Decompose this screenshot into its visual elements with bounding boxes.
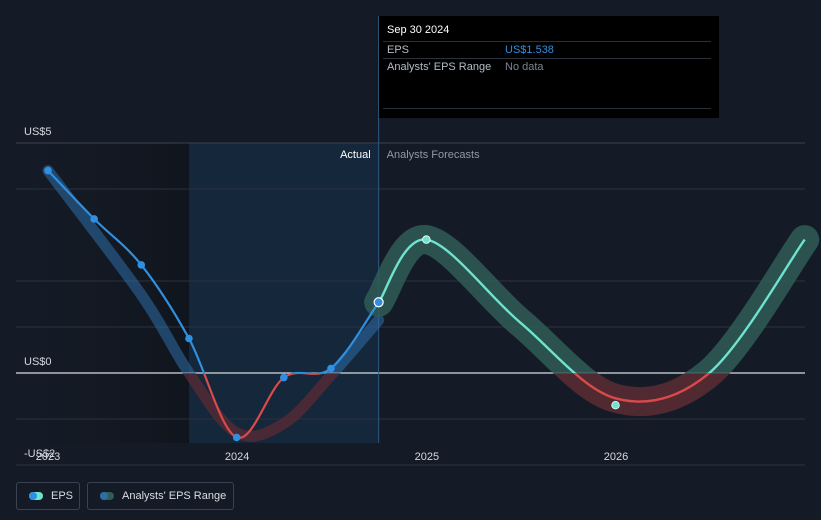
legend-item-range[interactable]: Analysts' EPS Range — [87, 482, 234, 510]
tooltip-row-range: Analysts' EPS Range No data — [383, 58, 711, 76]
eps-swatch-icon — [29, 492, 43, 500]
legend-label-eps: EPS — [51, 490, 74, 502]
x-tick-label: 2025 — [415, 451, 439, 463]
eps-forecast-point — [611, 401, 620, 410]
tooltip-value-eps: US$1.538 — [505, 44, 554, 56]
actual-period-highlight — [188, 143, 379, 443]
tooltip-date: Sep 30 2024 — [387, 24, 450, 36]
eps-actual-line-negative — [202, 373, 326, 439]
eps-forecast-point — [422, 235, 431, 244]
eps-actual-point — [232, 433, 241, 442]
x-tick-label: 2023 — [36, 451, 60, 463]
range-band-actual — [42, 165, 385, 373]
tooltip-label-eps: EPS — [387, 44, 410, 56]
eps-actual-point — [280, 373, 288, 382]
y-tick-label: -US$2 — [24, 448, 55, 460]
eps-actual-point — [185, 334, 193, 343]
eps-actual-point — [327, 364, 335, 373]
tooltip-divider — [383, 108, 711, 109]
eps-highlight-point — [373, 297, 384, 308]
eps-actual-point — [44, 166, 52, 175]
range-swatch-icon — [100, 492, 114, 500]
tooltip-value-range: No data — [505, 61, 544, 73]
eps-actual-point — [137, 261, 146, 269]
legend-label-range: Analysts' EPS Range — [122, 490, 227, 502]
past-shading — [16, 143, 189, 443]
legend-item-eps[interactable]: EPS — [16, 482, 80, 510]
tooltip-row-eps: EPS US$1.538 — [383, 41, 711, 59]
eps-forecast-line-negative — [572, 373, 712, 403]
x-tick-label: 2026 — [604, 451, 628, 463]
eps-actual-point — [90, 215, 98, 223]
x-tick-label: 2024 — [225, 451, 249, 463]
forecast-section-label: Analysts Forecasts — [387, 149, 480, 161]
y-tick-label: US$5 — [24, 126, 52, 138]
y-tick-label: US$0 — [24, 356, 52, 368]
tooltip-panel: Sep 30 2024 EPS US$1.538 Analysts' EPS R… — [379, 16, 719, 118]
tooltip-label-range: Analysts' EPS Range — [387, 61, 492, 73]
actual-section-label: Actual — [340, 149, 371, 161]
